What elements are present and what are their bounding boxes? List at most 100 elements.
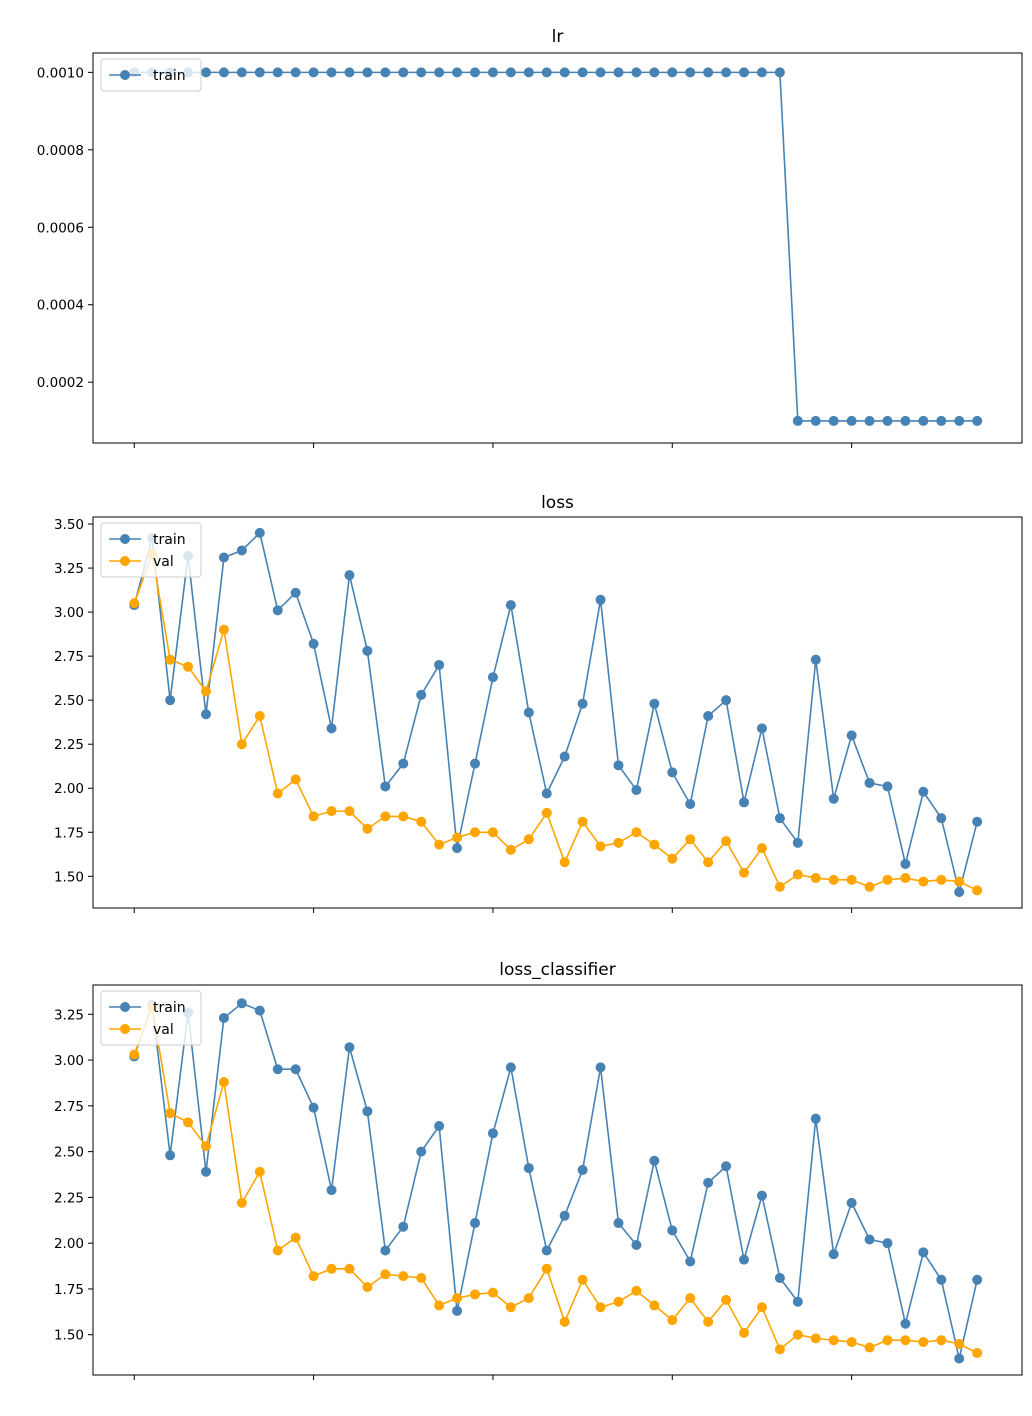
data-point-val xyxy=(380,1269,391,1280)
data-point-train xyxy=(756,1190,767,1201)
series-val xyxy=(129,548,983,896)
data-point-train xyxy=(667,67,678,78)
data-point-train xyxy=(362,1106,373,1117)
data-point-train xyxy=(577,698,588,709)
data-point-train xyxy=(972,1274,983,1285)
data-point-train xyxy=(703,711,714,722)
y-tick-label: 3.25 xyxy=(54,1007,84,1023)
legend-label-train: train xyxy=(153,532,186,548)
y-tick-label: 0.0002 xyxy=(37,375,84,391)
data-point-train xyxy=(559,67,570,78)
y-tick-label: 1.75 xyxy=(54,1282,84,1298)
data-point-val xyxy=(685,834,696,845)
data-point-val xyxy=(756,1302,767,1313)
data-point-val xyxy=(290,774,301,785)
data-point-train xyxy=(434,67,445,78)
data-point-train xyxy=(487,67,498,78)
data-point-train xyxy=(470,758,481,769)
data-point-train xyxy=(846,730,857,741)
data-point-val xyxy=(739,867,750,878)
data-point-train xyxy=(685,67,696,78)
legend: train xyxy=(100,58,202,92)
data-point-val xyxy=(434,1300,445,1311)
data-point-train xyxy=(721,67,732,78)
data-point-val xyxy=(649,1300,660,1311)
data-point-train xyxy=(577,1164,588,1175)
data-point-val xyxy=(326,1263,337,1274)
data-point-train xyxy=(290,1064,301,1075)
data-point-train xyxy=(918,786,929,797)
data-point-val xyxy=(487,1287,498,1298)
data-point-val xyxy=(577,1274,588,1285)
data-point-train xyxy=(864,1234,875,1245)
legend-box xyxy=(100,990,202,1046)
data-point-train xyxy=(613,1218,624,1229)
data-point-train xyxy=(416,689,427,700)
y-tick-label: 2.00 xyxy=(54,781,84,797)
data-point-train xyxy=(954,1353,965,1364)
data-point-train xyxy=(541,67,552,78)
plot-area xyxy=(129,527,983,898)
data-point-val xyxy=(236,1197,247,1208)
data-point-val xyxy=(882,874,893,885)
data-point-train xyxy=(756,67,767,78)
data-point-val xyxy=(810,1333,821,1344)
data-point-train xyxy=(487,1128,498,1139)
data-point-train xyxy=(487,672,498,683)
data-point-train xyxy=(631,1240,642,1250)
data-point-val xyxy=(344,1263,355,1274)
data-point-train xyxy=(954,887,965,898)
data-point-train xyxy=(254,527,265,538)
data-point-train xyxy=(434,1120,445,1131)
data-point-train xyxy=(326,67,337,78)
data-point-val xyxy=(774,881,785,892)
data-point-train xyxy=(810,415,821,426)
data-point-train xyxy=(774,67,785,78)
data-point-val xyxy=(272,788,283,799)
data-point-val xyxy=(398,1271,409,1282)
y-tick-label: 2.75 xyxy=(54,1099,84,1115)
data-point-train xyxy=(792,1296,803,1307)
data-point-train xyxy=(792,837,803,848)
data-point-train xyxy=(218,552,229,563)
data-point-val xyxy=(595,841,606,852)
data-point-val xyxy=(398,811,409,822)
data-point-val xyxy=(308,1271,319,1282)
data-point-train xyxy=(649,67,660,78)
data-point-train xyxy=(703,67,714,78)
data-point-train xyxy=(595,594,606,605)
data-point-val xyxy=(254,1166,265,1177)
data-point-val xyxy=(631,1285,642,1296)
data-point-val xyxy=(416,816,427,827)
data-point-val xyxy=(954,1338,965,1349)
data-point-train xyxy=(882,415,893,426)
chart-title: loss_classifier xyxy=(499,960,615,980)
data-point-val xyxy=(541,807,552,818)
data-point-val xyxy=(649,839,660,850)
data-point-train xyxy=(774,1272,785,1283)
data-point-val xyxy=(200,1141,211,1152)
data-point-val xyxy=(183,661,194,672)
data-point-val xyxy=(487,827,498,838)
data-point-train xyxy=(290,67,301,78)
y-tick-label: 2.00 xyxy=(54,1236,84,1252)
axes-frame xyxy=(92,52,1023,444)
data-point-train xyxy=(739,797,750,808)
legend-marker-train xyxy=(120,534,130,544)
data-point-train xyxy=(200,709,211,720)
data-point-val xyxy=(721,836,732,847)
y-tick-label: 3.00 xyxy=(54,1053,84,1069)
data-point-train xyxy=(882,781,893,792)
data-point-val xyxy=(523,1293,534,1304)
data-point-train xyxy=(864,415,875,426)
data-point-val xyxy=(470,827,481,838)
legend-label-train: train xyxy=(153,68,186,84)
data-point-val xyxy=(200,686,211,697)
data-point-train xyxy=(721,695,732,706)
data-point-train xyxy=(218,1012,229,1023)
data-point-train xyxy=(703,1177,714,1188)
data-point-train xyxy=(505,67,516,78)
y-tick-label: 2.50 xyxy=(54,1145,84,1161)
